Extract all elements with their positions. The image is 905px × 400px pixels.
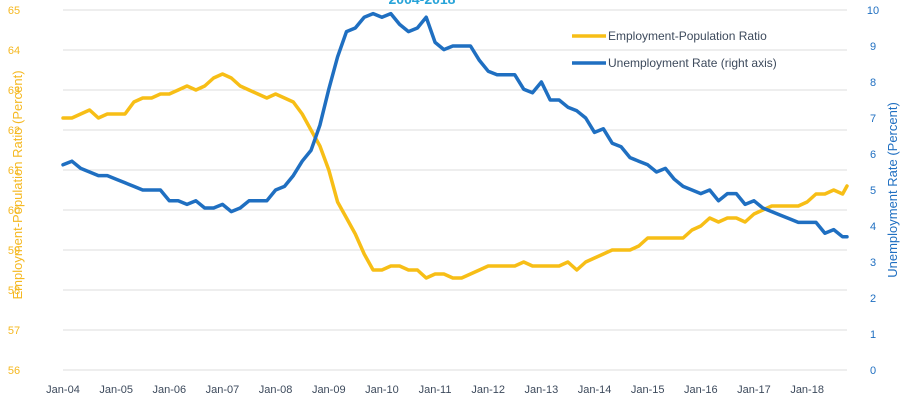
left-axis-tick-label: 60: [8, 205, 20, 217]
left-axis-ticks: 56 57 58 59 60 61 62 63 64 65: [8, 5, 20, 377]
x-axis-tick-label: Jan-11: [419, 384, 452, 396]
x-axis-tick-label: Jan-13: [525, 384, 559, 396]
x-axis-tick-label: Jan-09: [312, 384, 346, 396]
left-axis-tick-label: 65: [8, 5, 20, 17]
series-lines: [61, 11, 849, 280]
x-axis-tick-label: Jan-15: [631, 384, 665, 396]
right-axis-tick-label: 7: [870, 113, 876, 125]
right-axis-tick-label: 0: [870, 365, 876, 377]
right-axis-tick-label: 3: [870, 257, 876, 269]
legend-label-employment: Employment-Population Ratio: [608, 29, 767, 43]
right-axis-tick-label: 8: [870, 77, 876, 89]
right-axis-tick-label: 4: [870, 221, 876, 233]
left-axis-title: Employment-Population Ratio (Percent): [10, 70, 25, 299]
x-axis-tick-label: Jan-14: [578, 384, 612, 396]
left-axis-tick-label: 62: [8, 125, 20, 137]
x-axis-tick-label: Jan-04: [46, 384, 80, 396]
left-axis-tick-label: 61: [8, 165, 20, 177]
left-axis-tick-label: 58: [8, 285, 20, 297]
x-axis-tick-label: Jan-08: [259, 384, 293, 396]
left-axis-tick-label: 59: [8, 245, 20, 257]
legend: Employment-Population Ratio Unemployment…: [572, 29, 777, 70]
x-axis-tick-label: Jan-06: [152, 384, 186, 396]
x-axis-tick-label: Jan-17: [737, 384, 771, 396]
left-axis-tick-label: 64: [8, 45, 20, 57]
left-axis-tick-label: 56: [8, 365, 20, 377]
unemployment-rate-line: [61, 11, 849, 239]
x-axis-ticks: Jan-04 Jan-05 Jan-06 Jan-07 Jan-08 Jan-09 Jan-…: [46, 384, 824, 396]
employment-ratio-line: [61, 72, 849, 280]
x-axis-tick-label: Jan-12: [471, 384, 505, 396]
left-axis-tick-label: 63: [8, 85, 20, 97]
right-axis-title: Unemployment Rate (Percent): [885, 102, 900, 278]
right-axis-tick-label: 5: [870, 185, 876, 197]
chart-title: 2004-2018: [389, 0, 456, 7]
right-axis-tick-label: 2: [870, 293, 876, 305]
x-axis-tick-label: Jan-18: [790, 384, 824, 396]
right-axis-tick-label: 1: [870, 329, 876, 341]
right-axis-tick-label: 10: [867, 5, 879, 17]
x-axis-tick-label: Jan-05: [99, 384, 133, 396]
x-axis-tick-label: Jan-16: [684, 384, 718, 396]
x-axis-tick-label: Jan-10: [365, 384, 399, 396]
right-axis-ticks: 0 1 2 3 4 5 6 7 8 9 10: [867, 5, 879, 377]
right-axis-tick-label: 6: [870, 149, 876, 161]
grid-lines: [63, 9, 847, 371]
right-axis-tick-label: 9: [870, 41, 876, 53]
legend-label-unemployment: Unemployment Rate (right axis): [608, 56, 777, 70]
left-axis-tick-label: 57: [8, 325, 20, 337]
x-axis-tick-label: Jan-07: [206, 384, 240, 396]
